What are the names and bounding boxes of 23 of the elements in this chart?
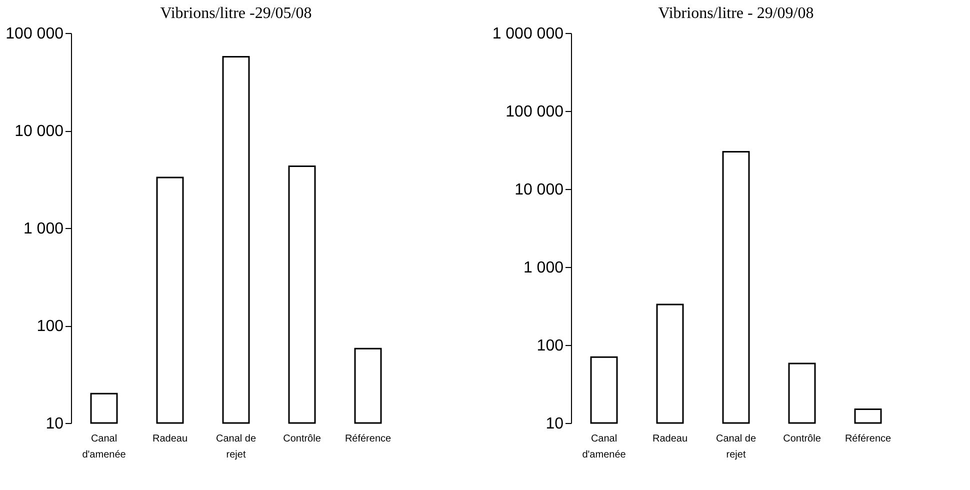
y-tick-label: 10 (546, 416, 564, 432)
y-tick-label: 1 000 (523, 260, 564, 276)
y-tick-label: 100 000 (6, 26, 64, 42)
x-tick-label: Radeau (652, 434, 688, 444)
y-tick-label: 1 000 000 (492, 26, 564, 42)
x-tick-label: Canal de rejet (716, 434, 756, 460)
x-tick-label: Référence (844, 434, 892, 444)
x-tick-label: Contrôle (283, 434, 322, 444)
x-tick-label: Référence (344, 434, 392, 444)
x-tick-label: Canal d'amenée (82, 434, 126, 460)
y-tick-label: 10 (46, 416, 64, 432)
y-tick-label: 1 000 (23, 220, 64, 238)
x-tick-label: Canal de rejet (216, 434, 256, 460)
chart-title: Vibrions/litre - 29/09/08 (658, 5, 814, 22)
x-tick-label: Contrôle (783, 434, 822, 444)
y-tick-label: 10 000 (14, 123, 64, 140)
y-tick-label: 100 (536, 338, 564, 354)
y-tick-label: 100 (36, 318, 64, 335)
y-tick-label: 100 000 (506, 104, 564, 120)
x-tick-label: Radeau (152, 434, 188, 444)
y-tick-label: 10 000 (514, 182, 564, 198)
chart-title: Vibrions/litre -29/05/08 (160, 5, 312, 22)
x-tick-label: Canal d'amenée (582, 434, 626, 460)
